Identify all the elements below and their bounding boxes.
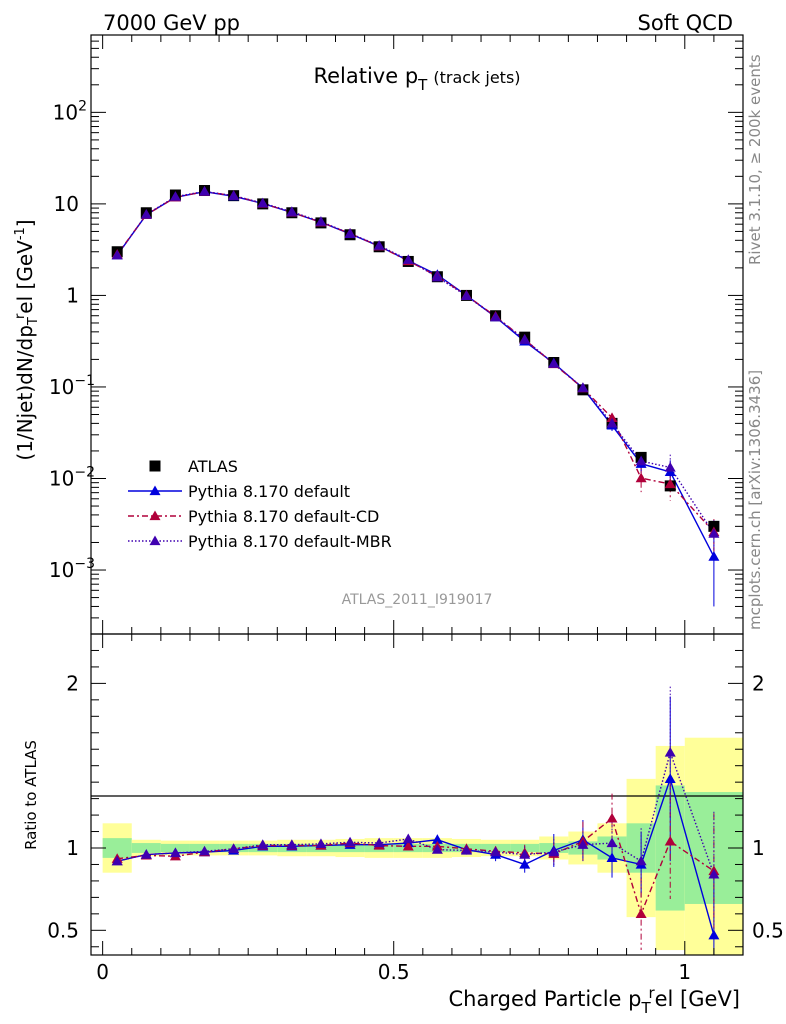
ratio-data-point: [708, 868, 720, 879]
mc-data-point: [402, 254, 414, 264]
series-line-1: [116, 190, 715, 557]
main-y-axis-label: (1/Njet)dN/dpTrel [GeV-1]: [13, 219, 41, 460]
ratio-data-point: [460, 844, 472, 855]
ratio-y-tick-label: 0.5: [47, 918, 79, 942]
mc-data-point: [635, 455, 647, 466]
mc-data-point: [286, 206, 298, 216]
legend-marker: [149, 510, 161, 521]
ratio-data-point: [664, 773, 676, 783]
main-title: Relative pT (track jets): [313, 64, 520, 94]
mc-data-point: [257, 197, 269, 208]
mc-data-point: [460, 290, 472, 300]
ratio-y-tick-label: 2: [66, 671, 79, 695]
ratio-data-point: [402, 840, 414, 851]
mc-data-point: [708, 528, 720, 538]
ratio-data-point: [664, 747, 676, 757]
ratio-y-axis-label: Ratio to ATLAS: [22, 740, 40, 850]
legend-marker: [149, 485, 161, 496]
main-y-tick-label: 10−2: [49, 464, 95, 490]
ratio-data-point: [373, 837, 385, 848]
legend: ATLAS Pythia 8.170 default Pythia 8.170 de…: [128, 457, 392, 551]
mc-data-point: [344, 227, 356, 238]
mc-data-point: [664, 461, 676, 472]
mc-data-point: [664, 478, 676, 489]
stat-uncertainty-band: [131, 843, 161, 853]
ratio-data-point: [111, 855, 123, 866]
legend-label: ATLAS: [188, 457, 238, 476]
ratio-data-point: [257, 839, 269, 849]
mc-data-point: [548, 358, 560, 368]
ratio-data-point: [635, 855, 647, 866]
mc-data-point: [708, 551, 720, 561]
ratio-data-point: [169, 847, 181, 858]
mc-data-point: [606, 412, 618, 422]
mc-data-point: [169, 191, 181, 201]
ratio-data-point: [431, 844, 443, 854]
mc-data-point: [490, 311, 502, 322]
main-y-tick-label: 102: [53, 98, 87, 124]
mc-data-point: [140, 209, 152, 219]
ratio-y-tick-label-right: 1: [752, 836, 765, 860]
ratio-data-point: [664, 835, 676, 846]
ratio-data-point: [606, 812, 618, 823]
ratio-data-point: [548, 846, 560, 857]
ratio-data-point: [344, 836, 356, 847]
ratio-data-point: [140, 849, 152, 859]
main-y-tick-label: 10−1: [49, 373, 95, 399]
ratio-data-point: [402, 833, 414, 844]
ratio-y-tick-label: 1: [66, 836, 79, 860]
stat-uncertainty-band: [102, 838, 132, 858]
ratio-plot-frame: [90, 633, 744, 956]
mc-data-point: [228, 190, 240, 200]
x-tick-label: 0.5: [378, 960, 410, 984]
ratio-data-point: [431, 834, 443, 844]
header-left: 7000 GeV pp: [103, 11, 240, 35]
x-axis-label: Charged Particle pTrel [GeV]: [449, 984, 740, 1017]
ratio-plot-panel: 0.5 0.5 1 1 2 2 0 0.5 1 Ratio to ATLAS Charged P…: [22, 633, 784, 1017]
main-y-tick-label: 1: [66, 283, 79, 307]
ratio-y-tick-label-right: 0.5: [752, 918, 784, 942]
mcplots-label: mcplots.cern.ch [arXiv:1306.3436]: [746, 370, 764, 630]
ratio-data-point: [519, 858, 531, 869]
mc-data-point: [373, 240, 385, 250]
ratio-y-tick-label-right: 2: [752, 671, 765, 695]
ratio-line-2: [117, 817, 715, 916]
legend-label: Pythia 8.170 default-CD: [188, 507, 379, 526]
ratio-data-point: [606, 837, 618, 848]
legend-label: Pythia 8.170 default-MBR: [188, 532, 392, 551]
ratio-data-point: [490, 846, 502, 857]
ratio-data-point: [315, 838, 327, 849]
ratio-data-point: [577, 839, 589, 849]
main-y-tick-label: 10: [54, 192, 79, 216]
mc-data-point: [315, 216, 327, 226]
x-tick-label: 0: [96, 960, 109, 984]
series-line-2: [116, 190, 715, 533]
legend-marker-atlas: [149, 460, 161, 472]
main-y-tick-label: 10−3: [49, 556, 95, 582]
analysis-watermark: ATLAS_2011_I919017: [342, 592, 493, 608]
mc-data-point: [431, 271, 443, 282]
ratio-data-point: [519, 849, 531, 859]
ratio-data-point: [199, 845, 211, 856]
main-plot-panel: Relative pT (track jets) ATLAS_2011_I9190…: [13, 34, 744, 635]
atlas-data-point: [708, 520, 720, 532]
mc-data-point: [519, 333, 531, 344]
ratio-data-point: [708, 929, 720, 940]
ratio-data-point: [286, 839, 298, 849]
ratio-data-point: [228, 843, 240, 853]
ratio-data-point: [606, 852, 618, 863]
x-tick-label: 1: [678, 960, 691, 984]
mc-data-point: [111, 249, 123, 260]
mc-data-point: [635, 472, 647, 483]
ratio-data-point: [635, 908, 647, 918]
legend-label: Pythia 8.170 default: [188, 482, 350, 501]
mc-data-point: [199, 185, 211, 196]
legend-marker: [149, 535, 161, 546]
mc-data-point: [606, 417, 618, 428]
rivet-version-label: Rivet 3.1.10, ≥ 200k events: [746, 54, 764, 265]
header-right: Soft QCD: [638, 11, 733, 35]
mc-data-point: [577, 382, 589, 392]
